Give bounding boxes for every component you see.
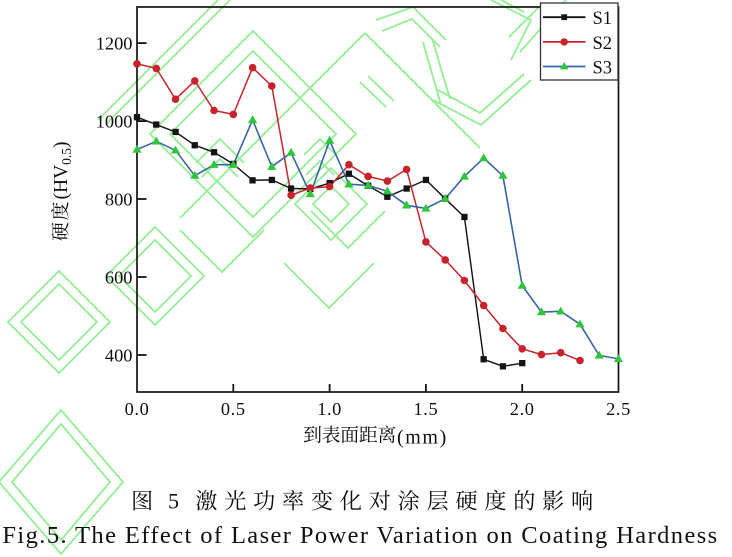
svg-text:S3: S3 <box>593 58 613 78</box>
svg-text:800: 800 <box>105 189 133 209</box>
svg-text:S2: S2 <box>593 34 613 54</box>
svg-text:0.5: 0.5 <box>221 399 246 419</box>
svg-text:1.5: 1.5 <box>414 399 439 419</box>
svg-text:(mm): (mm) <box>397 427 448 449</box>
svg-text:1200: 1200 <box>96 34 133 54</box>
svg-text:400: 400 <box>105 345 133 365</box>
svg-text:2.0: 2.0 <box>510 399 535 419</box>
svg-text:600: 600 <box>105 267 133 287</box>
svg-text:0.0: 0.0 <box>125 399 150 419</box>
svg-text:1000: 1000 <box>96 112 133 132</box>
svg-text:2.5: 2.5 <box>606 399 631 419</box>
svg-text:S1: S1 <box>593 9 613 29</box>
svg-text:1.0: 1.0 <box>317 399 342 419</box>
svg-text:5: 5 <box>168 489 179 514</box>
svg-text:Fig.5. The Effect of Laser Pow: Fig.5. The Effect of Laser Power Variati… <box>2 522 718 549</box>
